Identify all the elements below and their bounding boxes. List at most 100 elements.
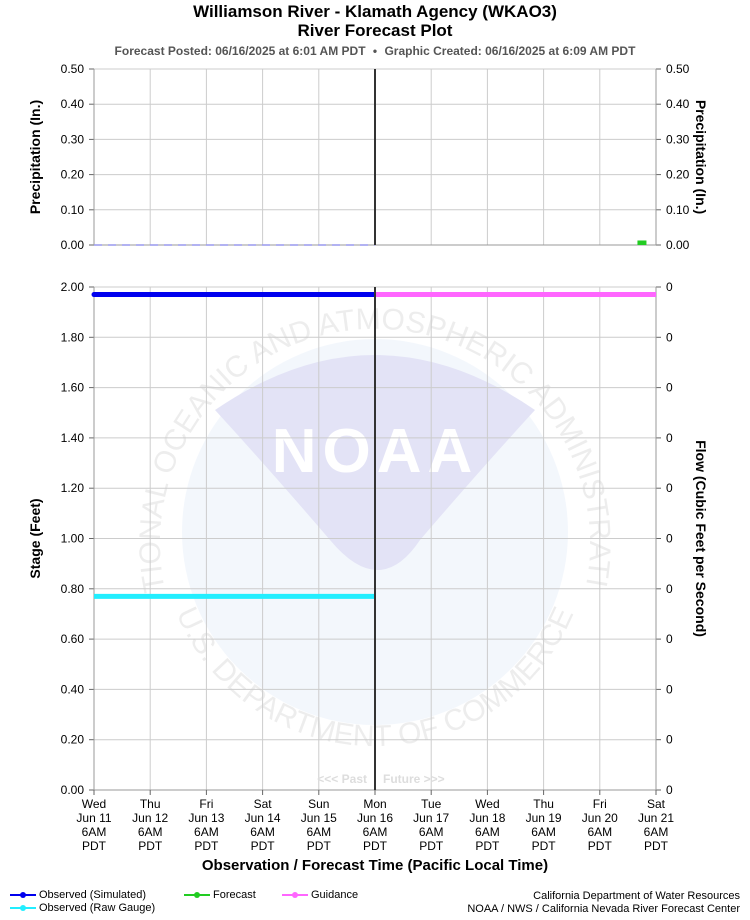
series-point-observed-simulated xyxy=(206,292,212,298)
x-tick-label: PDT xyxy=(532,839,557,853)
series-point-observed-simulated xyxy=(271,292,277,298)
x-tick-label: PDT xyxy=(363,839,388,853)
x-tick-label: Sat xyxy=(647,797,666,811)
x-tick-label: PDT xyxy=(82,839,107,853)
legend-label: Observed (Raw Gauge) xyxy=(39,902,156,914)
x-tick-label: 6AM xyxy=(306,825,331,839)
stage-ytick-label-right: 0 xyxy=(666,330,673,344)
precip-ytick-label-left: 0.50 xyxy=(61,62,85,76)
series-point-observed-simulated xyxy=(121,292,127,298)
x-tick-label: 6AM xyxy=(419,825,444,839)
series-point-observed-simulated xyxy=(356,292,362,298)
stage-ylabel-right: Flow (Cubic Feet per Second) xyxy=(693,440,709,637)
series-point-observed-simulated xyxy=(276,292,282,298)
x-tick-label: Fri xyxy=(593,797,607,811)
series-point-observed-simulated xyxy=(336,292,342,298)
legend-swatch-dot xyxy=(20,892,26,899)
x-tick-label: 6AM xyxy=(475,825,500,839)
legend-item: Guidance xyxy=(282,889,358,901)
series-point-observed-simulated xyxy=(251,292,257,298)
series-point-observed-simulated xyxy=(211,292,217,298)
x-tick-label: 6AM xyxy=(82,825,107,839)
x-tick-label: Jun 20 xyxy=(582,811,618,825)
legend-label: Forecast xyxy=(213,889,256,901)
legend-swatch xyxy=(184,892,210,899)
x-tick-label: Thu xyxy=(140,797,161,811)
x-tick-label: PDT xyxy=(194,839,219,853)
precip-ytick-label-right: 0.40 xyxy=(666,97,690,111)
stage-ytick-label-left: 1.40 xyxy=(61,431,85,445)
series-point-observed-simulated xyxy=(111,292,117,298)
series-point-observed-simulated xyxy=(241,292,247,298)
x-tick-label: Jun 18 xyxy=(469,811,505,825)
legend-item: Observed (Simulated) xyxy=(10,889,146,901)
precip-ytick-label-right: 0.30 xyxy=(666,132,690,146)
stage-ytick-label-left: 1.20 xyxy=(61,481,85,495)
future-label: Future >>> xyxy=(383,772,445,786)
series-point-observed-simulated xyxy=(361,292,367,298)
credit-dwr: California Department of Water Resources xyxy=(533,890,740,902)
stage-ytick-label-left: 1.80 xyxy=(61,330,85,344)
precip-ytick-label-left: 0.00 xyxy=(61,238,85,252)
series-point-observed-simulated xyxy=(141,292,147,298)
series-point-observed-simulated xyxy=(266,292,272,298)
series-point-observed-simulated xyxy=(291,292,297,298)
legend-swatch xyxy=(282,892,308,899)
series-point-observed-simulated xyxy=(186,292,192,298)
stage-ytick-label-right: 0 xyxy=(666,632,673,646)
series-point-observed-simulated xyxy=(226,292,232,298)
series-point-observed-simulated xyxy=(281,292,287,298)
legend-swatch-dot xyxy=(20,905,26,912)
series-point-observed-simulated xyxy=(236,292,242,298)
x-tick-label: 6AM xyxy=(587,825,612,839)
stage-ytick-label-left: 0.00 xyxy=(61,783,85,797)
series-point-observed-simulated xyxy=(176,292,182,298)
stage-ytick-label-right: 0 xyxy=(666,783,673,797)
precip-ytick-label-left: 0.40 xyxy=(61,97,85,111)
legend-swatch-dot xyxy=(194,892,200,899)
series-point-observed-simulated xyxy=(116,292,122,298)
precip-ytick-label-right: 0.00 xyxy=(666,238,690,252)
x-tick-label: PDT xyxy=(138,839,163,853)
series-point-observed-simulated xyxy=(196,292,202,298)
series-point-observed-simulated xyxy=(96,292,102,298)
series-point-observed-simulated xyxy=(246,292,252,298)
stage-ytick-label-right: 0 xyxy=(666,381,673,395)
stage-ytick-label-right: 0 xyxy=(666,532,673,546)
series-point-observed-simulated xyxy=(311,292,317,298)
precip-ytick-label-right: 0.50 xyxy=(666,62,690,76)
x-tick-label: Jun 15 xyxy=(301,811,337,825)
series-point-observed-simulated xyxy=(326,292,332,298)
stage-ylabel-left: Stage (Feet) xyxy=(27,498,43,578)
chart-subtitle: River Forecast Plot xyxy=(297,21,453,40)
series-point-observed-simulated xyxy=(181,292,187,298)
legend-swatch xyxy=(10,905,36,912)
precip-ytick-label-left: 0.30 xyxy=(61,132,85,146)
watermark-main-text: NOAA xyxy=(272,417,479,486)
stage-ytick-label-right: 0 xyxy=(666,733,673,747)
x-tick-label: Jun 13 xyxy=(188,811,224,825)
series-point-observed-simulated xyxy=(256,292,262,298)
series-point-observed-simulated xyxy=(286,292,292,298)
x-tick-label: PDT xyxy=(251,839,276,853)
series-point-observed-simulated xyxy=(296,292,302,298)
x-axis-label: Observation / Forecast Time (Pacific Loc… xyxy=(202,857,548,874)
series-point-observed-simulated xyxy=(301,292,307,298)
series-point-observed-simulated xyxy=(201,292,207,298)
precip-forecast-bar xyxy=(637,240,647,245)
legend-swatch xyxy=(10,892,36,899)
x-tick-label: 6AM xyxy=(531,825,556,839)
legend-label: Guidance xyxy=(311,889,359,901)
series-point-observed-simulated xyxy=(321,292,327,298)
series-point-observed-simulated xyxy=(166,292,172,298)
stage-ytick-label-left: 1.00 xyxy=(61,532,85,546)
series-point-observed-simulated xyxy=(366,292,372,298)
series-point-observed-simulated xyxy=(161,292,167,298)
x-tick-label: 6AM xyxy=(250,825,275,839)
stage-ytick-label-left: 0.80 xyxy=(61,582,85,596)
series-point-observed-simulated xyxy=(156,292,162,298)
series-point-observed-simulated xyxy=(146,292,152,298)
x-tick-label: Jun 19 xyxy=(526,811,562,825)
stage-ytick-label-right: 0 xyxy=(666,481,673,495)
chart-timestamps: Forecast Posted: 06/16/2025 at 6:01 AM P… xyxy=(0,42,750,60)
